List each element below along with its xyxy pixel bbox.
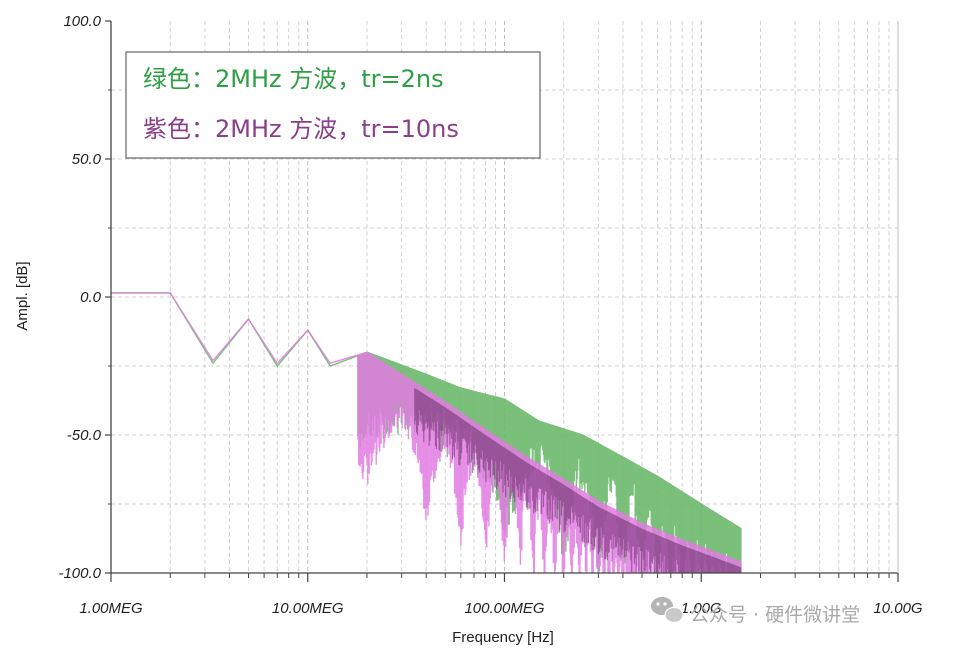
watermark: 公众号 · 硬件微讲堂 — [651, 597, 860, 626]
y-tick-label: -100.0 — [58, 565, 101, 582]
y-tick-label: 0.0 — [80, 289, 102, 306]
series-layer — [111, 292, 742, 573]
legend-entry-purple: 紫色：2MHz 方波，tr=10ns — [143, 115, 459, 143]
y-tick-label: 100.0 — [63, 13, 101, 30]
x-tick-label: 1.00MEG — [79, 600, 143, 617]
watermark-text: 公众号 · 硬件微讲堂 — [690, 604, 860, 626]
y-tick-label: -50.0 — [67, 427, 102, 444]
grid — [111, 21, 898, 573]
wechat-icon — [651, 597, 684, 624]
series-overlap — [414, 388, 742, 573]
x-tick-label: 10.00G — [873, 600, 923, 617]
legend: 绿色：2MHz 方波，tr=2ns 紫色：2MHz 方波，tr=10ns — [125, 51, 541, 159]
x-tick-label: 10.00MEG — [272, 600, 344, 617]
x-axis-title: Frequency [Hz] — [452, 629, 554, 646]
y-axis-title: Ampl. [dB] — [14, 261, 31, 330]
legend-entry-green: 绿色：2MHz 方波，tr=2ns — [143, 65, 444, 93]
x-axis-ticks: 1.00MEG 10.00MEG 100.00MEG 1.00G 10.00G — [79, 573, 923, 617]
x-tick-label: 100.00MEG — [464, 600, 544, 617]
y-tick-label: 50.0 — [72, 151, 102, 168]
legend-box — [125, 51, 541, 159]
x-tick-label: 1.00G — [681, 600, 722, 617]
y-axis-ticks: 100.0 50.0 0.0 -50.0 -100.0 — [58, 13, 111, 582]
